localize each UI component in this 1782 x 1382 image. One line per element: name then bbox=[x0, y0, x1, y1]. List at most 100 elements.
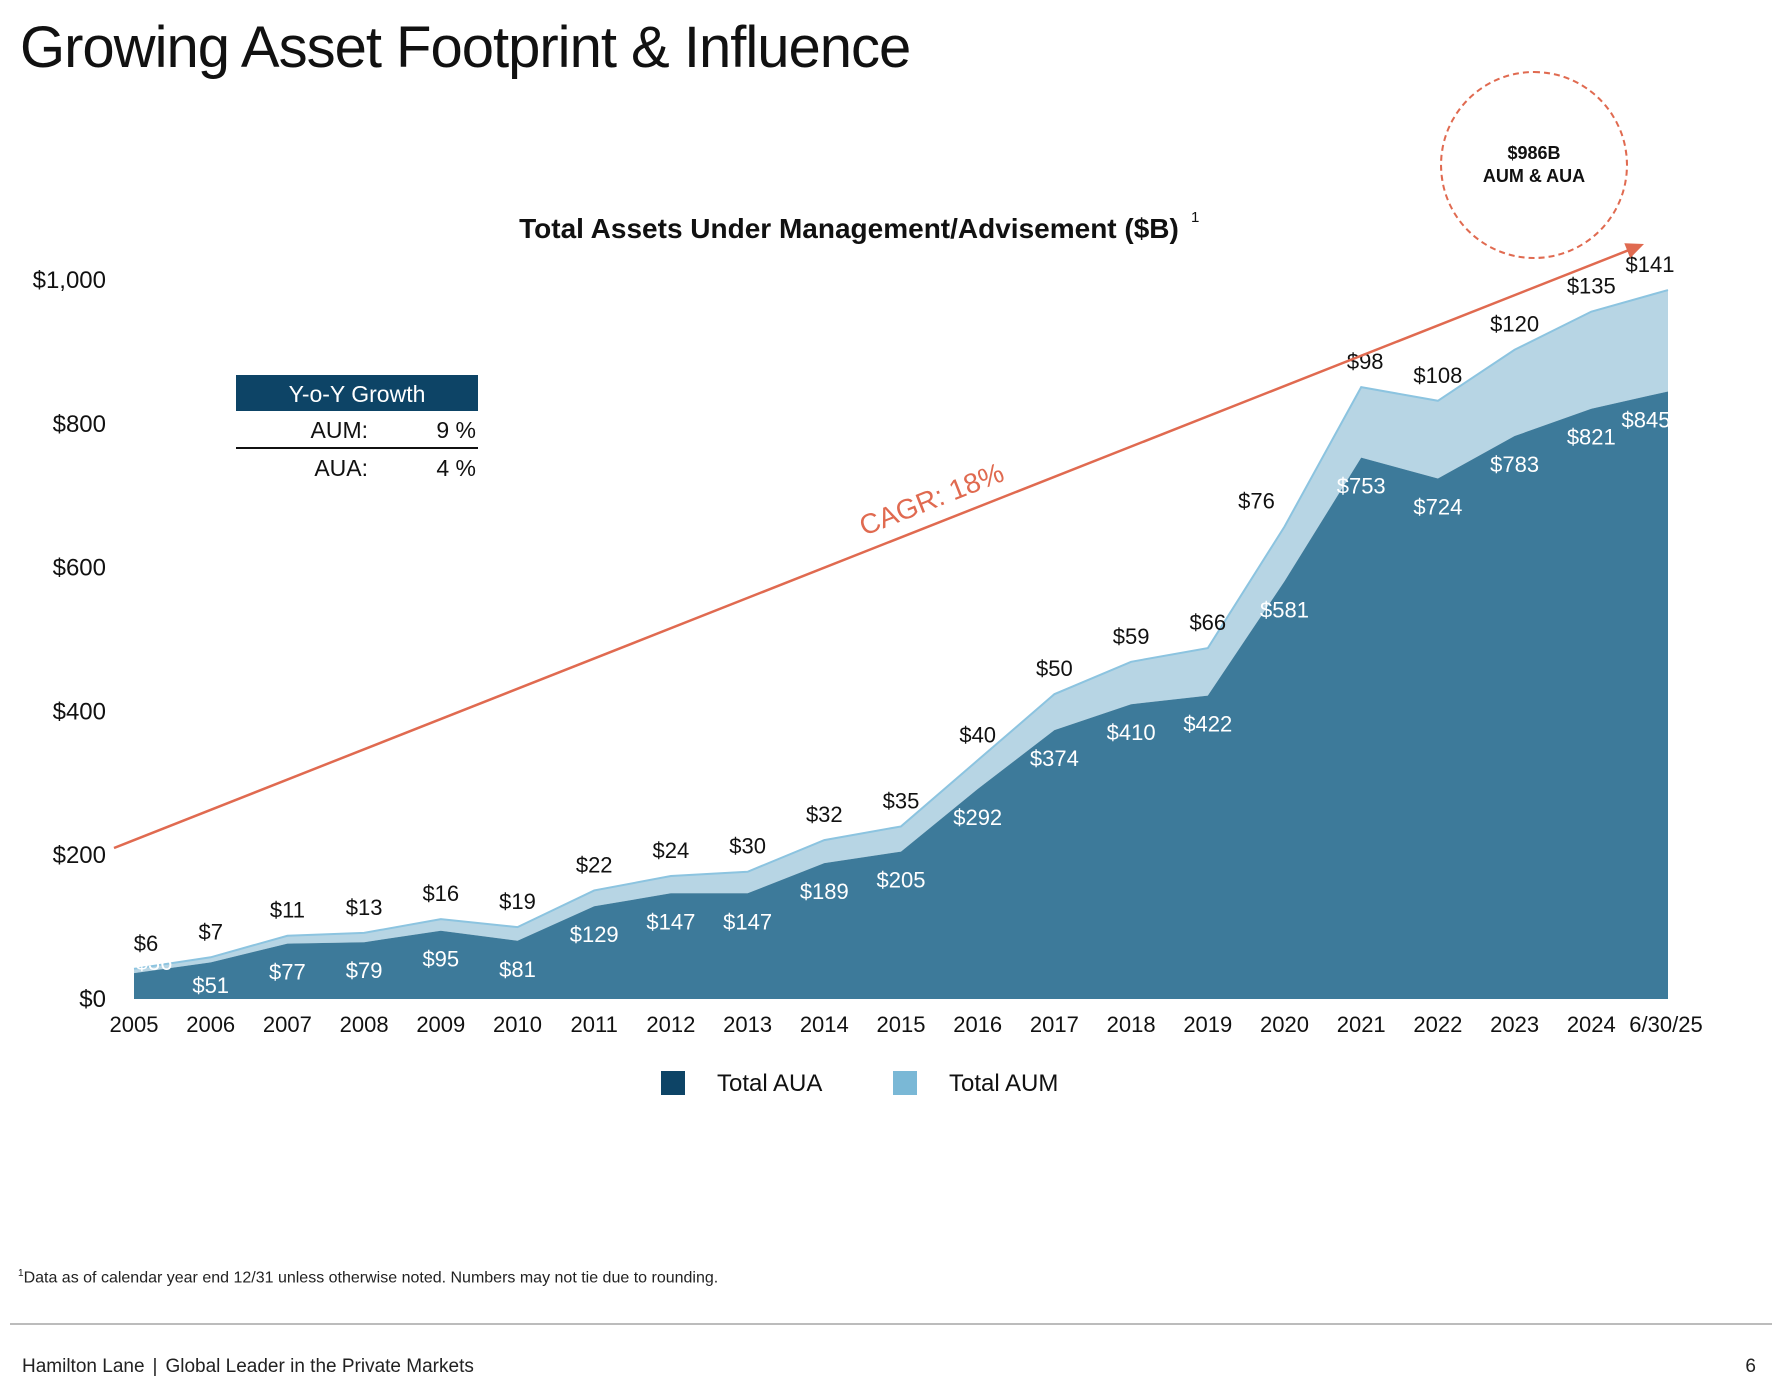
yoy-growth-value: 9 % bbox=[436, 417, 476, 443]
aum-data-label: $141 bbox=[1626, 252, 1675, 277]
aua-data-label: $95 bbox=[422, 947, 459, 972]
x-tick-label: 2011 bbox=[571, 1012, 618, 1037]
aua-data-label: $79 bbox=[346, 958, 383, 983]
footnote-marker: 1 bbox=[18, 1268, 24, 1279]
aum-data-label: $7 bbox=[198, 919, 222, 944]
aua-data-label: $205 bbox=[877, 868, 926, 893]
y-tick-label: $600 bbox=[53, 555, 106, 582]
aua-data-label: $147 bbox=[723, 909, 772, 934]
x-tick-label: 2009 bbox=[416, 1012, 465, 1037]
aua-data-label: $51 bbox=[192, 973, 229, 998]
x-tick-label: 2021 bbox=[1337, 1012, 1386, 1037]
x-tick-label: 2012 bbox=[646, 1012, 695, 1037]
x-tick-label: 2006 bbox=[186, 1012, 235, 1037]
footer-divider bbox=[10, 1323, 1772, 1325]
aua-data-label: $410 bbox=[1107, 720, 1156, 745]
y-tick-label: $0 bbox=[79, 986, 106, 1013]
aua-data-label: $753 bbox=[1337, 474, 1386, 499]
aua-data-label: $292 bbox=[953, 805, 1002, 830]
legend-label-aua: Total AUA bbox=[717, 1070, 823, 1097]
y-tick-label: $200 bbox=[53, 842, 106, 869]
page-title: Growing Asset Footprint & Influence bbox=[20, 15, 911, 80]
aum-data-label: $32 bbox=[806, 802, 843, 827]
yoy-growth-row-aum: AUM: 9 % bbox=[236, 411, 478, 449]
y-tick-label: $1,000 bbox=[33, 267, 106, 294]
aum-data-label: $40 bbox=[959, 722, 996, 747]
x-tick-label: 2016 bbox=[953, 1012, 1002, 1037]
aua-data-label: $783 bbox=[1490, 452, 1539, 477]
callout-value: $986B bbox=[1507, 143, 1561, 163]
x-tick-label: 2024 bbox=[1567, 1012, 1616, 1037]
x-tick-label: 6/30/25 bbox=[1629, 1012, 1702, 1037]
x-tick-label: 2019 bbox=[1183, 1012, 1232, 1037]
chart-title-superscript: 1 bbox=[1191, 209, 1199, 226]
aum-data-label: $11 bbox=[270, 898, 305, 923]
page-number: 6 bbox=[1745, 1356, 1756, 1377]
x-tick-label: 2022 bbox=[1413, 1012, 1462, 1037]
aua-data-label: $724 bbox=[1413, 494, 1462, 519]
legend-swatch-aua bbox=[661, 1071, 685, 1095]
x-tick-label: 2018 bbox=[1107, 1012, 1156, 1037]
footnote-text: Data as of calendar year end 12/31 unles… bbox=[23, 1269, 719, 1287]
aua-data-label: $422 bbox=[1183, 712, 1232, 737]
yoy-growth-value: 4 % bbox=[436, 455, 476, 481]
footnote: 1Data as of calendar year end 12/31 unle… bbox=[18, 1268, 718, 1287]
aum-data-label: $22 bbox=[576, 852, 613, 877]
aum-data-label: $59 bbox=[1113, 624, 1150, 649]
footer-separator: | bbox=[152, 1356, 158, 1377]
total-assets-callout: $986B AUM & AUA bbox=[1440, 71, 1628, 259]
x-tick-label: 2010 bbox=[493, 1012, 542, 1037]
aua-data-label: $147 bbox=[646, 909, 695, 934]
aua-data-label: $129 bbox=[570, 922, 619, 947]
aum-data-label: $6 bbox=[134, 931, 158, 956]
aua-data-label: $189 bbox=[800, 879, 849, 904]
yoy-growth-label: AUM: bbox=[310, 417, 369, 443]
aum-data-label: $108 bbox=[1413, 363, 1462, 388]
callout-caption: AUM & AUA bbox=[1482, 166, 1586, 186]
footer-tagline: Global Leader in the Private Markets bbox=[165, 1356, 474, 1377]
aua-data-label: $374 bbox=[1030, 746, 1079, 771]
aua-data-label: $77 bbox=[269, 960, 306, 985]
aum-data-label: $13 bbox=[346, 895, 383, 920]
x-tick-label: 2015 bbox=[877, 1012, 926, 1037]
x-tick-label: 2005 bbox=[110, 1012, 159, 1037]
aum-data-label: $76 bbox=[1238, 489, 1275, 514]
x-tick-label: 2008 bbox=[340, 1012, 389, 1037]
chart: Total Assets Under Management/Advisement… bbox=[33, 209, 1703, 1037]
aua-area bbox=[134, 391, 1668, 999]
x-tick-label: 2020 bbox=[1260, 1012, 1309, 1037]
aua-data-label: $821 bbox=[1567, 425, 1616, 450]
chart-title: Total Assets Under Management/Advisement… bbox=[519, 213, 1179, 244]
aua-data-label: $581 bbox=[1260, 597, 1309, 622]
aum-data-label: $135 bbox=[1567, 274, 1616, 299]
x-tick-label: 2007 bbox=[263, 1012, 312, 1037]
aum-data-label: $19 bbox=[499, 889, 536, 914]
aum-data-label: $120 bbox=[1490, 312, 1539, 337]
legend-label-aum: Total AUM bbox=[949, 1070, 1059, 1097]
yoy-growth-label: AUA: bbox=[314, 455, 368, 481]
aum-data-label: $50 bbox=[1036, 656, 1073, 681]
aum-data-label: $24 bbox=[653, 838, 690, 863]
cagr-trend-line bbox=[113, 246, 1635, 850]
aum-data-label: $30 bbox=[729, 834, 766, 859]
y-tick-label: $400 bbox=[53, 698, 106, 725]
footer-company: Hamilton Lane bbox=[22, 1356, 145, 1377]
yoy-growth-header: Y-o-Y Growth bbox=[236, 375, 478, 411]
aum-data-label: $66 bbox=[1189, 610, 1226, 635]
cagr-label: CAGR: 18% bbox=[855, 457, 1008, 542]
aum-line bbox=[133, 289, 1669, 970]
aum-data-label: $35 bbox=[883, 788, 920, 813]
aua-data-label: $845 bbox=[1622, 407, 1671, 432]
aum-area bbox=[134, 290, 1668, 974]
x-tick-label: 2023 bbox=[1490, 1012, 1539, 1037]
x-tick-label: 2014 bbox=[800, 1012, 849, 1037]
x-tick-label: 2013 bbox=[723, 1012, 772, 1037]
y-tick-label: $800 bbox=[53, 411, 106, 438]
x-tick-label: 2017 bbox=[1030, 1012, 1079, 1037]
aua-data-label: $36 bbox=[136, 950, 173, 975]
yoy-growth-row-aua: AUA: 4 % bbox=[236, 449, 478, 485]
aum-data-label: $16 bbox=[422, 881, 459, 906]
yoy-growth-table: Y-o-Y Growth AUM: 9 % AUA: 4 % bbox=[236, 375, 478, 485]
legend-swatch-aum bbox=[893, 1071, 917, 1095]
cagr-arrowhead bbox=[1624, 243, 1644, 259]
